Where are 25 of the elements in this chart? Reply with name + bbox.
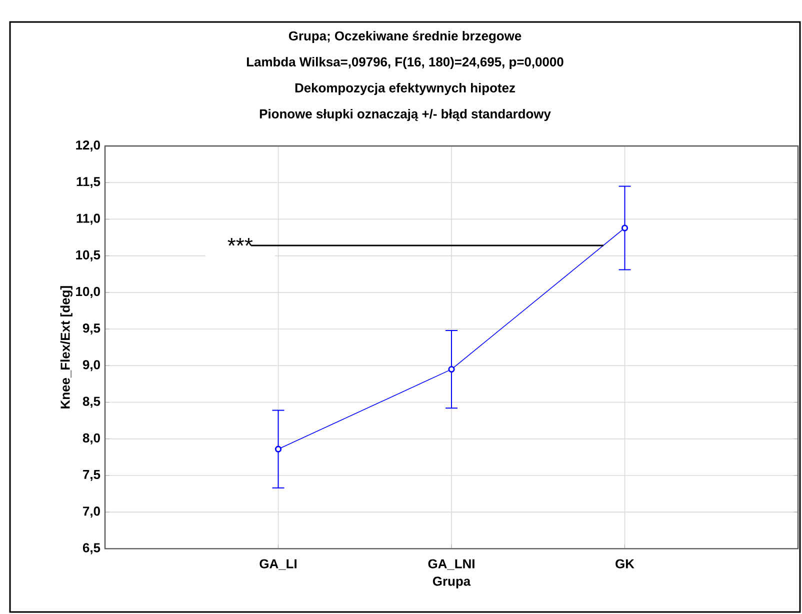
- y-tick-label: 10,5: [76, 250, 100, 262]
- x-tick-label: GA_LNI: [428, 559, 474, 570]
- y-tick-label: 11,5: [76, 177, 100, 188]
- point: [448, 366, 455, 373]
- x-axis-title: Grupa: [432, 576, 471, 588]
- y-tick-label: 12,0: [76, 140, 100, 152]
- y-axis-title: Knee_Flex/Ext [deg]: [60, 286, 72, 408]
- y-tick-label: 6,5: [82, 543, 100, 554]
- y-tick-label: 9,0: [82, 360, 100, 372]
- y-tick-label: 9,5: [82, 324, 100, 335]
- point: [274, 446, 282, 452]
- point: [621, 224, 628, 232]
- y-tick-label: 11,0: [76, 214, 100, 225]
- y-tick-label: 8,5: [82, 396, 100, 408]
- y-tick-label: 7,0: [83, 506, 100, 518]
- ref-line-label: ***: [228, 238, 253, 246]
- y-tick-label: 8,0: [82, 433, 100, 444]
- text: Pionowe słupki oznaczają +/- błąd standardowy: [260, 108, 551, 122]
- text: Dekompozycja efektywnych hipotez: [295, 82, 516, 96]
- x-tick-label: GA_LI: [260, 559, 296, 570]
- y-tick-label: 7,5: [83, 470, 100, 481]
- x-tick-label: GK: [616, 559, 634, 568]
- chart-subtitle: Lambda Wilksa=,09796, F(16, 180)=24,695, p=0,0000: [246, 56, 564, 70]
- chart-title: Grupa; Oczekiwane średnie brzegowe: [288, 30, 522, 44]
- y-tick-label: 10,0: [76, 286, 100, 298]
